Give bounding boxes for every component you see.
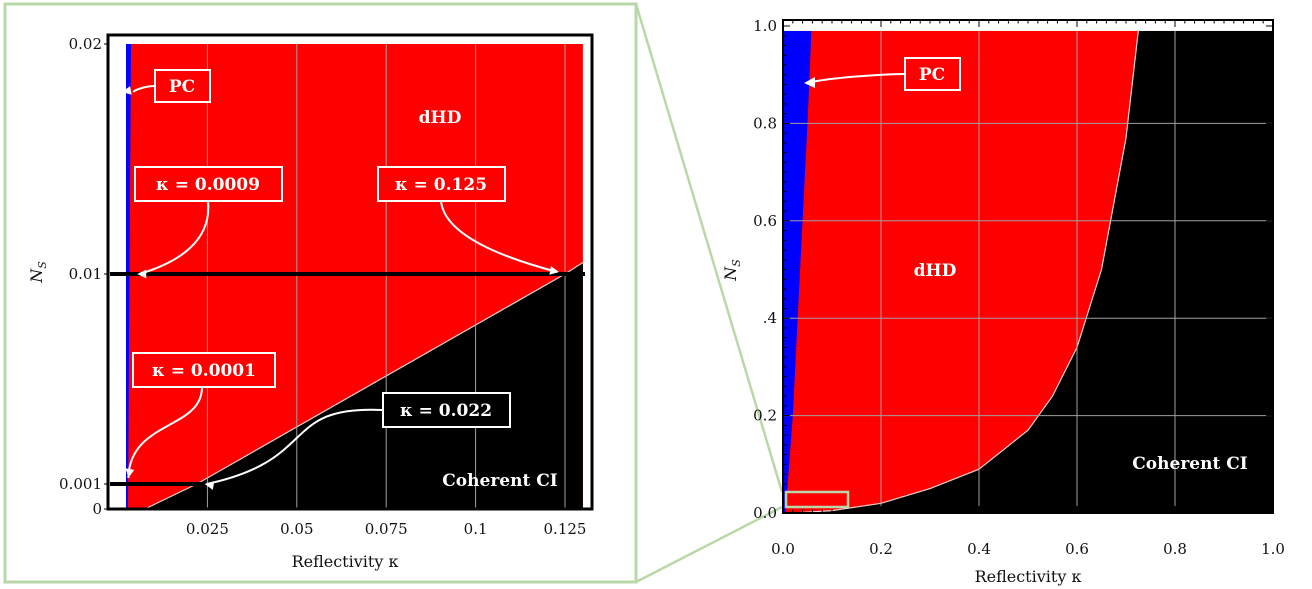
annotation-kappa-0001-text: κ = 0.0001 xyxy=(152,361,256,381)
right-y-tick-label: 0.0 xyxy=(753,504,777,522)
region-label-coherent-ci-right: Coherent CI xyxy=(1132,454,1247,474)
annotation-kappa-0001: κ = 0.0001 xyxy=(132,352,276,388)
right-x-axis-label: Reflectivity κ xyxy=(975,567,1082,586)
left-panel: 0 0.001 0.01 0.02 0.025 0.05 0.075 0.1 0.125 Re… xyxy=(27,33,594,571)
annotation-pc-right-text: PC xyxy=(919,65,945,85)
region-label-dhd-left: dHD xyxy=(419,108,462,128)
arrow-pc-right-head xyxy=(804,77,815,88)
region-coherent-ci-left xyxy=(144,262,583,509)
left-x-tick-label: 0.125 xyxy=(544,520,587,538)
annotation-kappa-125: κ = 0.125 xyxy=(377,166,506,202)
connector-line-bottom xyxy=(635,505,783,584)
left-x-tick-label: 0.1 xyxy=(464,520,488,538)
annotation-kappa-125-text: κ = 0.125 xyxy=(395,175,487,195)
left-y-tick-label: 0 xyxy=(92,500,102,518)
right-x-tick-label: 1.0 xyxy=(1261,540,1285,558)
left-x-tick-label: 0.075 xyxy=(365,520,408,538)
region-label-dhd-right: dHD xyxy=(914,261,957,281)
right-panel: 0.0 0.2 .4 0.6 0.8 1.0 0.0 0.2 0.4 0.6 0.8 1.0 Ref… xyxy=(721,17,1285,586)
left-y-tick-label: 0.01 xyxy=(69,265,102,283)
annotation-kappa-0009-text: κ = 0.0009 xyxy=(156,175,260,195)
arrow-pc-right xyxy=(811,73,906,83)
region-label-coherent-ci-left: Coherent CI xyxy=(442,471,557,491)
annotation-kappa-022-text: κ = 0.022 xyxy=(400,401,492,421)
boundary-dhd-ci-left xyxy=(144,261,584,510)
left-x-tick-label: 0.025 xyxy=(186,520,229,538)
arrow-kappa-022 xyxy=(206,408,384,485)
left-plot-frame xyxy=(106,33,594,511)
arrow-pc-left xyxy=(132,85,156,93)
arrow-kappa-0009 xyxy=(138,200,210,275)
arrow-pc-left-head xyxy=(122,86,132,95)
boundary-dhd-ci-right xyxy=(792,30,1139,514)
region-pc-left xyxy=(126,44,131,509)
inset-box xyxy=(784,490,850,509)
connector-line-top xyxy=(634,3,784,493)
right-y-axis-label: NS xyxy=(721,259,743,282)
left-x-axis-label: Reflectivity κ xyxy=(292,552,399,571)
right-y-tick-label: 0.8 xyxy=(753,114,777,132)
arrow-kappa-125-head xyxy=(549,266,559,275)
left-y-tick-label: 0.02 xyxy=(69,35,102,53)
annotation-pc-left-text: PC xyxy=(169,77,195,97)
arrow-kappa-125 xyxy=(440,200,558,273)
region-pc-right xyxy=(783,30,812,514)
annotation-kappa-0009: κ = 0.0009 xyxy=(134,166,283,202)
annotation-pc-right: PC xyxy=(904,57,961,91)
arrow-kappa-0009-head xyxy=(137,269,147,279)
arrow-kappa-022-head xyxy=(204,481,215,490)
right-x-tick-label: 0.6 xyxy=(1065,540,1089,558)
right-y-tick-label: 1.0 xyxy=(753,17,777,35)
top-strip-right xyxy=(783,20,1273,31)
right-x-tick-label: 0.8 xyxy=(1163,540,1187,558)
right-x-tick-label: 0.2 xyxy=(869,540,893,558)
arrow-kappa-0001 xyxy=(127,386,203,479)
left-y-tick-label: 0.001 xyxy=(59,475,102,493)
arrow-kappa-0001-head xyxy=(125,468,135,478)
right-y-tick-label: 0.6 xyxy=(753,212,777,230)
annotation-kappa-022: κ = 0.022 xyxy=(382,392,511,428)
right-x-tick-label: 0.4 xyxy=(967,540,991,558)
right-y-tick-label: 0.2 xyxy=(753,407,777,425)
right-y-tick-label: .4 xyxy=(763,309,777,327)
right-x-tick-label: 0.0 xyxy=(771,540,795,558)
left-x-tick-label: 0.05 xyxy=(280,520,313,538)
annotation-pc-left: PC xyxy=(154,69,211,103)
region-coherent-ci-right xyxy=(792,30,1273,514)
